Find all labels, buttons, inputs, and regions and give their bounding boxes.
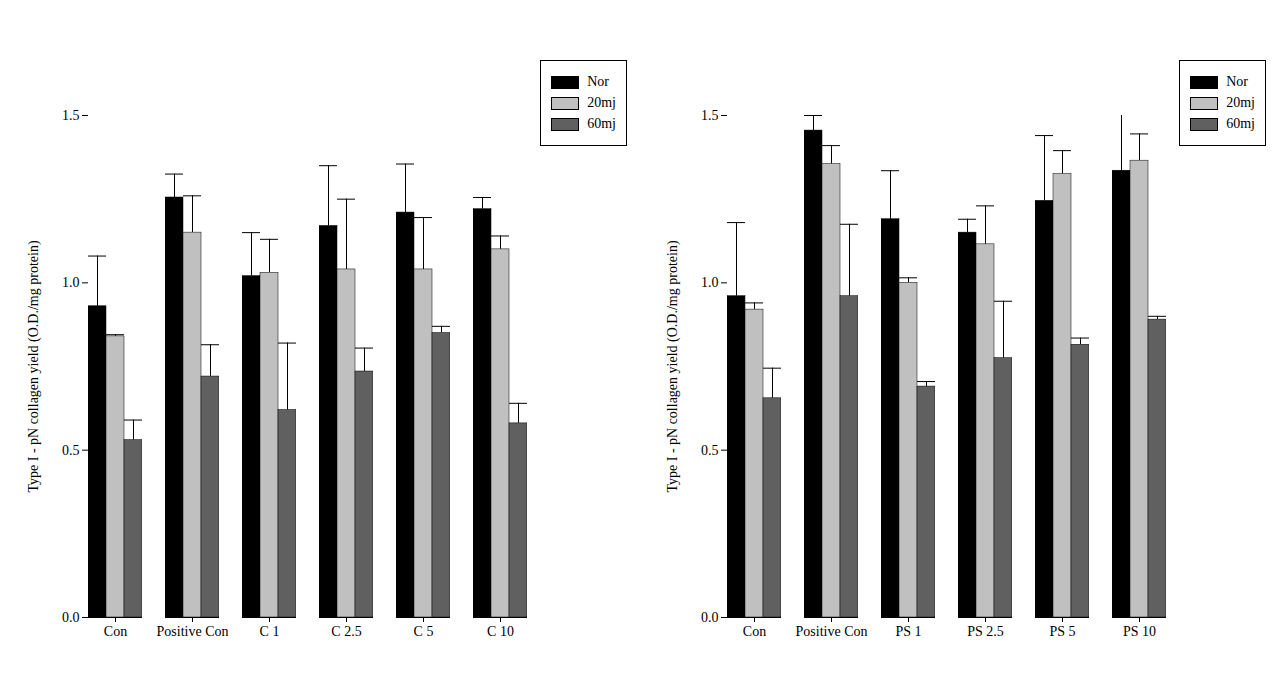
svg-text:0.5: 0.5 <box>701 443 719 458</box>
html-text:60mj: 60mj <box>587 116 616 131</box>
svg-text:Con: Con <box>104 624 127 639</box>
svg-text:0.0: 0.0 <box>62 610 80 625</box>
svg-text:PS 1: PS 1 <box>895 624 921 639</box>
svg-text:C 2.5: C 2.5 <box>331 624 361 639</box>
svg-text:PS 2.5: PS 2.5 <box>967 624 1004 639</box>
html-text:Nor: Nor <box>587 74 609 89</box>
html-text:60mj: 60mj <box>1226 116 1255 131</box>
svg-text:PS 10: PS 10 <box>1123 624 1156 639</box>
svg-text:1.0: 1.0 <box>701 275 719 290</box>
html-text:Nor: Nor <box>1226 74 1248 89</box>
svg-text:1.5: 1.5 <box>701 108 719 123</box>
svg-text:Type I - pN collagen yield (O.: Type I - pN collagen yield (O.D./mg prot… <box>26 240 42 492</box>
svg-text:C 1: C 1 <box>260 624 280 639</box>
svg-text:Con: Con <box>743 624 766 639</box>
svg-text:PS 5: PS 5 <box>1049 624 1075 639</box>
svg-text:Type I - pN collagen yield (O.: Type I - pN collagen yield (O.D./mg prot… <box>665 240 681 492</box>
svg-text:0.0: 0.0 <box>701 610 719 625</box>
html-text:20mj: 20mj <box>1226 95 1255 110</box>
svg-text:1.5: 1.5 <box>62 108 80 123</box>
svg-text:0.5: 0.5 <box>62 443 80 458</box>
svg-text:Positive Con: Positive Con <box>796 624 868 639</box>
html-text:20mj: 20mj <box>587 95 616 110</box>
svg-text:C 5: C 5 <box>414 624 434 639</box>
svg-text:C 10: C 10 <box>487 624 514 639</box>
svg-text:1.0: 1.0 <box>62 275 80 290</box>
svg-text:Positive Con: Positive Con <box>157 624 229 639</box>
